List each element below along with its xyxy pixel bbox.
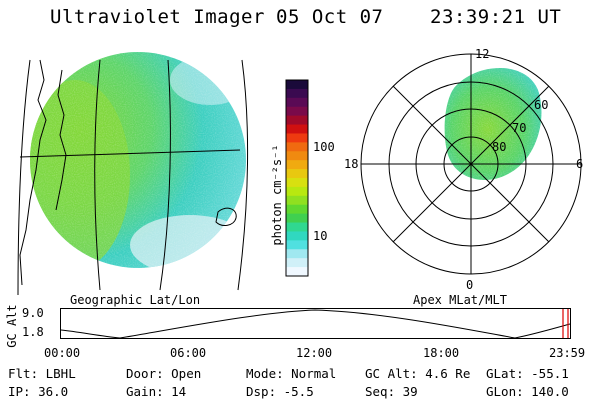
status-glon: GLon: 140.0: [486, 384, 569, 399]
time-label: 23:39:21 UT: [430, 6, 562, 28]
geographic-image: [17, 52, 249, 295]
colorbar-cell: [286, 80, 308, 90]
colorbar-cell: [286, 240, 308, 250]
alt-ytick-high: 9.0: [22, 306, 44, 320]
right-map-caption: Apex MLat/MLT: [413, 293, 507, 307]
colorbar-cell: [286, 115, 308, 126]
lat-label-80: 80: [492, 140, 506, 154]
colorbar-cell: [286, 222, 308, 232]
mlt-label-12: 12: [475, 47, 489, 61]
colorbar-cell: [286, 178, 308, 188]
colorbar-cell: [286, 88, 308, 99]
lat-label-70: 70: [512, 121, 526, 135]
colorbar-cell: [286, 267, 308, 277]
colorbar-cell: [286, 195, 308, 206]
status-door: Door: Open: [126, 366, 202, 381]
status-seq: Seq: 39: [365, 384, 418, 399]
colorbar-cell: [286, 186, 308, 197]
status-gc-alt: GC Alt: 4.6 Re: [365, 366, 471, 381]
instrument-title: Ultraviolet Imager: [50, 6, 265, 28]
colorbar-cell: [286, 124, 308, 134]
colorbar-cell: [286, 142, 308, 152]
status-glat: GLat: -55.1: [486, 366, 569, 381]
colorbar-cell: [286, 160, 308, 170]
status-filter: Flt: LBHL: [8, 366, 76, 381]
colorbar-unit-label: photon cm⁻²s⁻¹: [270, 144, 284, 246]
colorbar-cell: [286, 133, 308, 143]
mlt-label-18: 18: [344, 157, 358, 171]
colorbar-cell: [286, 106, 308, 117]
alt-xtick-0: 00:00: [44, 346, 81, 360]
altitude-plot: [60, 308, 571, 339]
date-label: 05 Oct 07: [276, 6, 384, 28]
magnetic-polar-plot: 12 18 6 0 60 70 80: [344, 47, 583, 292]
colorbar-cell: [286, 213, 308, 224]
alt-xtick-4: 23:59: [549, 346, 586, 360]
alt-xtick-1: 06:00: [170, 346, 207, 360]
status-gain: Gain: 14: [126, 384, 187, 399]
status-mode: Mode: Normal: [246, 366, 337, 381]
alt-xtick-2: 12:00: [296, 346, 333, 360]
colorbar-cell: [286, 204, 308, 215]
colorbar-cell: [286, 97, 308, 108]
colorbar-cell: [286, 258, 308, 268]
alt-ylabel: GC Alt: [5, 304, 19, 348]
colorbar-tick-10: 10: [313, 229, 328, 243]
colorbar-cell: [286, 151, 308, 161]
mlt-label-0: 0: [466, 278, 473, 292]
colorbar: [285, 79, 309, 277]
status-dsp: Dsp: -5.5: [246, 384, 314, 399]
colorbar-cell: [286, 231, 308, 241]
colorbar-cell: [286, 169, 308, 179]
alt-xtick-3: 18:00: [423, 346, 460, 360]
left-map-caption: Geographic Lat/Lon: [70, 293, 201, 307]
status-ip: IP: 36.0: [8, 384, 69, 399]
alt-ytick-low: 1.8: [22, 325, 44, 339]
mlt-label-6: 6: [576, 157, 583, 171]
colorbar-tick-100: 100: [313, 140, 335, 154]
lat-label-60: 60: [534, 98, 548, 112]
colorbar-cell: [286, 249, 308, 259]
